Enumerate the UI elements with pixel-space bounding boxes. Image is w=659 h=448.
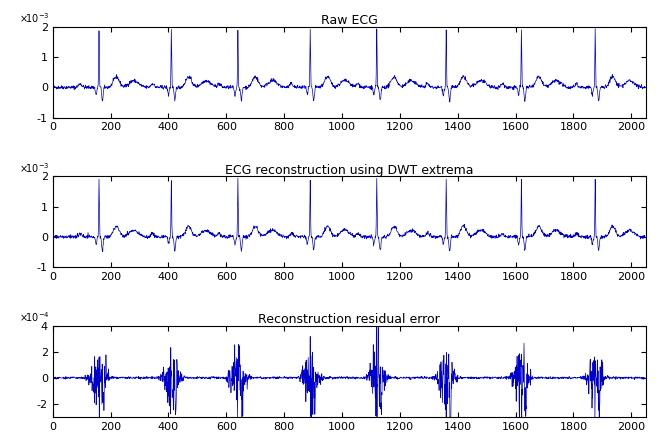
Text: $\times\!10^{-3}$: $\times\!10^{-3}$: [19, 161, 50, 175]
Title: Raw ECG: Raw ECG: [321, 14, 378, 27]
Text: $\times\!10^{-4}$: $\times\!10^{-4}$: [19, 310, 50, 324]
Title: ECG reconstruction using DWT extrema: ECG reconstruction using DWT extrema: [225, 164, 474, 177]
Title: Reconstruction residual error: Reconstruction residual error: [258, 313, 440, 326]
Text: $\times\!10^{-3}$: $\times\!10^{-3}$: [19, 11, 50, 25]
